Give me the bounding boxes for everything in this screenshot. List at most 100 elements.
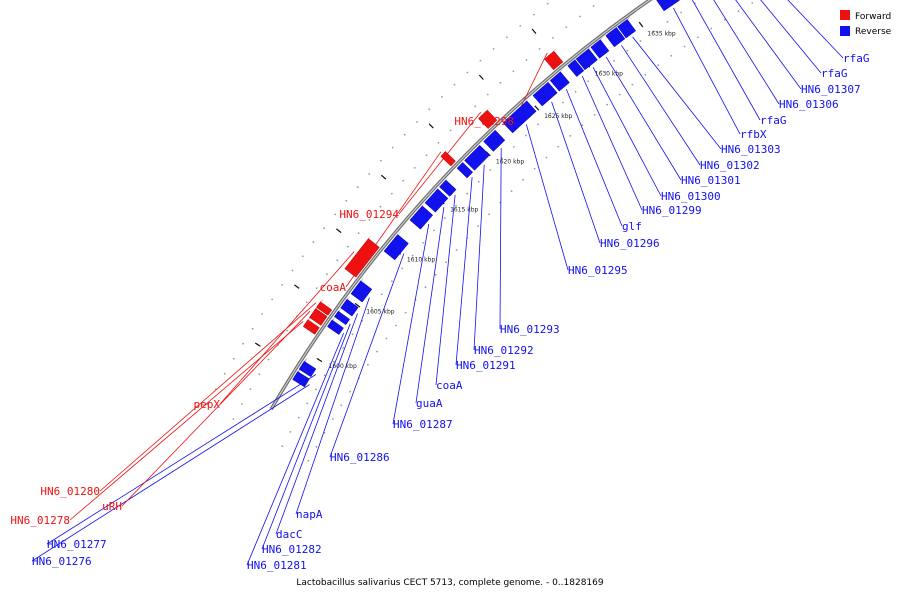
gene-feature[interactable] bbox=[590, 39, 610, 59]
gene-feature[interactable] bbox=[440, 151, 456, 167]
gene-label: uRH bbox=[102, 500, 122, 513]
gene-feature[interactable] bbox=[350, 280, 373, 303]
grid-dot bbox=[506, 36, 508, 39]
gene-label: HN6_01300 bbox=[661, 190, 721, 203]
grid-dots bbox=[206, 2, 754, 462]
gene-label: HN6_01303 bbox=[721, 143, 781, 156]
label-leader-line bbox=[398, 111, 482, 215]
gene-feature[interactable] bbox=[502, 100, 537, 134]
gene-feature[interactable] bbox=[316, 301, 333, 316]
grid-dot bbox=[639, 40, 642, 42]
tick-label: 1630 kbp bbox=[595, 71, 623, 78]
gene-feature[interactable] bbox=[383, 234, 409, 261]
grid-dot bbox=[455, 249, 458, 252]
label-leader-line bbox=[435, 194, 456, 386]
gene-feature[interactable] bbox=[532, 81, 558, 107]
gene-feature[interactable] bbox=[327, 319, 344, 335]
grid-dot bbox=[403, 133, 406, 136]
grid-dot bbox=[323, 432, 326, 434]
gene-label: HN6_01291 bbox=[456, 359, 516, 372]
grid-dot bbox=[710, 27, 713, 30]
gene-feature[interactable] bbox=[605, 27, 626, 48]
legend-label-forward: Forward bbox=[855, 12, 891, 22]
grid-dot bbox=[437, 141, 440, 144]
grid-dot bbox=[291, 269, 294, 272]
label-leader-line bbox=[787, 0, 844, 59]
grid-dot bbox=[401, 267, 404, 270]
label-leader-line bbox=[551, 101, 601, 244]
grid-dot bbox=[428, 108, 431, 111]
gene-feature[interactable] bbox=[344, 238, 380, 278]
grid-dot bbox=[342, 347, 344, 349]
gene-feature[interactable] bbox=[309, 308, 328, 326]
grid-dot bbox=[606, 103, 609, 106]
grid-dot bbox=[390, 192, 393, 195]
grid-dot bbox=[424, 286, 427, 289]
grid-dot bbox=[565, 26, 568, 28]
grid-dot bbox=[600, 70, 602, 72]
gene-feature[interactable] bbox=[478, 109, 498, 129]
label-leader-line bbox=[69, 321, 304, 521]
gene-feature[interactable] bbox=[409, 205, 434, 230]
grid-dot bbox=[444, 217, 446, 219]
label-leader-line bbox=[621, 44, 701, 166]
gene-feature[interactable] bbox=[544, 50, 564, 71]
backbone-highlight bbox=[270, 0, 651, 410]
grid-dot bbox=[569, 135, 572, 137]
gene-label: rfaG bbox=[821, 67, 848, 80]
grid-dot bbox=[474, 105, 477, 108]
grid-dot bbox=[579, 15, 581, 18]
grid-dot bbox=[618, 93, 621, 96]
gene-feature[interactable] bbox=[298, 360, 317, 378]
gene-label: HN6_01282 bbox=[262, 543, 322, 556]
grid-dot bbox=[538, 48, 541, 50]
grid-dot bbox=[533, 167, 536, 170]
tick-label: 1635 kbp bbox=[647, 31, 675, 38]
label-leader-line bbox=[219, 251, 355, 405]
grid-dot bbox=[433, 229, 435, 232]
gene-feature[interactable] bbox=[292, 371, 310, 388]
grid-dot bbox=[379, 205, 382, 208]
grid-dot bbox=[356, 186, 359, 189]
gene-feature[interactable] bbox=[334, 310, 351, 326]
grid-dot bbox=[670, 54, 673, 57]
gene-feature[interactable] bbox=[656, 0, 680, 12]
gene-feature[interactable] bbox=[302, 319, 320, 335]
gene-feature[interactable] bbox=[617, 19, 637, 39]
gene-feature[interactable] bbox=[549, 71, 570, 92]
grid-dot bbox=[545, 156, 548, 159]
grid-dot bbox=[357, 232, 360, 235]
grid-dot bbox=[223, 372, 226, 375]
gene-feature[interactable] bbox=[439, 179, 457, 197]
gene-feature[interactable] bbox=[340, 298, 359, 317]
gene-label: HN6_01280 bbox=[40, 485, 100, 498]
gene-feature[interactable] bbox=[567, 59, 585, 77]
gene-feature[interactable] bbox=[456, 162, 474, 179]
tick-label: 1610 kbp bbox=[407, 256, 435, 263]
grid-dot bbox=[441, 96, 443, 98]
gene-label: HN6_01277 bbox=[47, 538, 107, 551]
grid-dot bbox=[477, 180, 480, 183]
gene-label: HN6_01301 bbox=[681, 174, 741, 187]
grid-dot bbox=[489, 169, 492, 171]
tick-mark bbox=[534, 105, 540, 111]
grid-dot bbox=[286, 329, 289, 332]
grid-dot bbox=[251, 327, 254, 330]
outer-tick-mark bbox=[294, 284, 300, 289]
gene-feature[interactable] bbox=[464, 144, 490, 171]
gene-feature[interactable] bbox=[483, 129, 506, 152]
tick-mark bbox=[316, 357, 323, 363]
grid-dot bbox=[258, 373, 261, 376]
label-leader-line bbox=[581, 75, 643, 211]
gene-label: HN6_01306 bbox=[779, 98, 839, 111]
gene-feature[interactable] bbox=[575, 48, 598, 71]
label-leader-line bbox=[565, 88, 623, 227]
gene-feature[interactable] bbox=[424, 188, 449, 213]
grid-dot bbox=[488, 213, 490, 216]
grid-dot bbox=[340, 404, 343, 407]
label-leader-line bbox=[275, 313, 358, 535]
gene-features bbox=[292, 0, 680, 388]
tick-mark bbox=[354, 302, 361, 308]
legend-swatch-forward bbox=[840, 10, 850, 20]
grid-dot bbox=[477, 225, 479, 228]
